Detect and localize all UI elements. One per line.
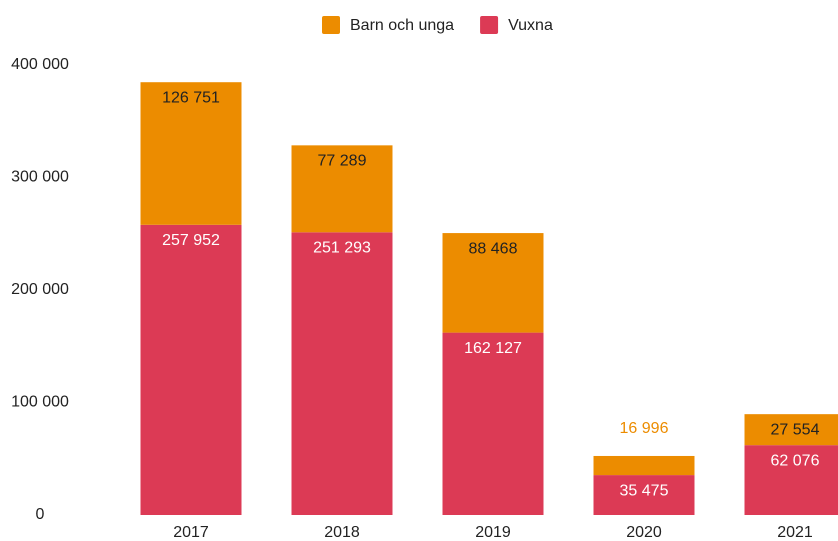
bar-segment bbox=[442, 332, 544, 515]
y-tick-label: 200 000 bbox=[11, 281, 69, 298]
y-tick-label: 400 000 bbox=[11, 56, 69, 73]
data-label: 162 127 bbox=[464, 340, 522, 357]
x-tick-label: 2021 bbox=[777, 524, 813, 541]
y-tick-label: 0 bbox=[36, 506, 45, 523]
bar-segment bbox=[593, 475, 695, 515]
x-tick-label: 2019 bbox=[475, 524, 511, 541]
data-label: 257 952 bbox=[162, 232, 220, 249]
bar-segment bbox=[291, 232, 393, 515]
legend-swatch bbox=[322, 16, 340, 34]
data-label: 62 076 bbox=[771, 452, 820, 469]
bar-segment bbox=[291, 145, 393, 233]
data-label: 251 293 bbox=[313, 240, 371, 257]
bar-segment bbox=[140, 82, 242, 225]
x-tick-label: 2018 bbox=[324, 524, 360, 541]
legend-label: Barn och unga bbox=[350, 17, 454, 34]
bar-segment bbox=[140, 224, 242, 515]
x-tick-label: 2017 bbox=[173, 524, 209, 541]
x-tick-label: 2020 bbox=[626, 524, 662, 541]
y-tick-label: 300 000 bbox=[11, 169, 69, 186]
data-label: 88 468 bbox=[469, 240, 518, 257]
data-label: 77 289 bbox=[318, 153, 367, 170]
data-label: 16 996 bbox=[620, 420, 669, 437]
legend-label: Vuxna bbox=[508, 17, 553, 34]
bar-segment bbox=[442, 233, 544, 333]
data-label: 27 554 bbox=[771, 421, 820, 438]
bar-segment bbox=[744, 414, 838, 446]
bar-segment bbox=[593, 455, 695, 476]
data-label: 126 751 bbox=[162, 89, 220, 106]
bar-segment bbox=[744, 445, 838, 515]
legend-swatch bbox=[480, 16, 499, 34]
data-label: 35 475 bbox=[620, 482, 669, 499]
y-tick-label: 100 000 bbox=[11, 394, 69, 411]
